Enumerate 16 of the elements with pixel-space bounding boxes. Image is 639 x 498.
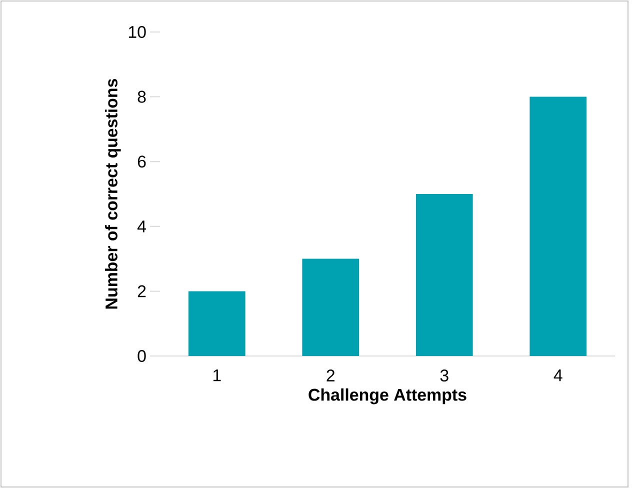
y-tick-label: 10 [128, 26, 146, 38]
bar [530, 96, 587, 356]
bar [302, 258, 360, 356]
x-tick-label: 2 [326, 370, 334, 382]
bar [188, 291, 246, 356]
y-tick-label: 6 [138, 156, 146, 168]
x-axis-title: Challenge Attempts [308, 388, 466, 404]
y-tick-label: 0 [138, 350, 146, 362]
y-axis-title: Number of correct questions [105, 78, 121, 309]
y-tick-label: 2 [138, 285, 146, 298]
x-tick-label: 4 [554, 370, 562, 382]
x-tick-label: 1 [213, 370, 221, 382]
bar [416, 194, 473, 356]
y-tick-label: 8 [138, 90, 146, 103]
y-tick-label: 4 [137, 220, 146, 232]
x-tick-label: 3 [440, 370, 448, 382]
